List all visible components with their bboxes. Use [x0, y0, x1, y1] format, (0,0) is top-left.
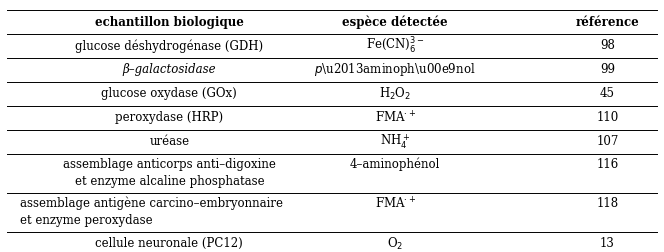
Text: 99: 99 — [600, 64, 615, 76]
Text: 107: 107 — [596, 135, 619, 148]
Text: 110: 110 — [596, 111, 619, 124]
Text: glucose déshydrogénase (GDH): glucose déshydrogénase (GDH) — [75, 39, 264, 53]
Text: et enzyme peroxydase: et enzyme peroxydase — [20, 214, 153, 227]
Text: 4–aminophénol: 4–aminophénol — [350, 158, 440, 171]
Text: espèce détectée: espèce détectée — [342, 15, 448, 29]
Text: 118: 118 — [596, 197, 619, 210]
Text: H$_2$O$_2$: H$_2$O$_2$ — [379, 86, 411, 102]
Text: NH$_4^+$: NH$_4^+$ — [380, 132, 410, 151]
Text: 116: 116 — [596, 158, 619, 171]
Text: et enzyme alcaline phosphatase: et enzyme alcaline phosphatase — [74, 175, 264, 188]
Text: β–galactosidase: β–galactosidase — [122, 64, 216, 76]
Text: echantillon biologique: echantillon biologique — [95, 16, 244, 28]
Text: O$_2$: O$_2$ — [387, 236, 403, 252]
Text: uréase: uréase — [149, 135, 189, 148]
Text: FMA$^{\cdot+}$: FMA$^{\cdot+}$ — [374, 110, 416, 125]
Text: 45: 45 — [600, 87, 615, 100]
Text: FMA$^{\cdot+}$: FMA$^{\cdot+}$ — [374, 196, 416, 211]
Text: peroxydase (HRP): peroxydase (HRP) — [116, 111, 223, 124]
Text: glucose oxydase (GOx): glucose oxydase (GOx) — [102, 87, 237, 100]
Text: $p$\u2013aminoph\u00e9nol: $p$\u2013aminoph\u00e9nol — [314, 61, 476, 78]
Text: cellule neuronale (PC12): cellule neuronale (PC12) — [96, 237, 243, 250]
Text: référence: référence — [576, 16, 639, 28]
Text: 98: 98 — [600, 40, 615, 52]
Text: 13: 13 — [600, 237, 615, 250]
Text: assemblage antigène carcino–embryonnaire: assemblage antigène carcino–embryonnaire — [20, 197, 283, 210]
Text: Fe(CN)$_6^{3-}$: Fe(CN)$_6^{3-}$ — [366, 36, 424, 56]
Text: assemblage anticorps anti–digoxine: assemblage anticorps anti–digoxine — [63, 158, 276, 171]
